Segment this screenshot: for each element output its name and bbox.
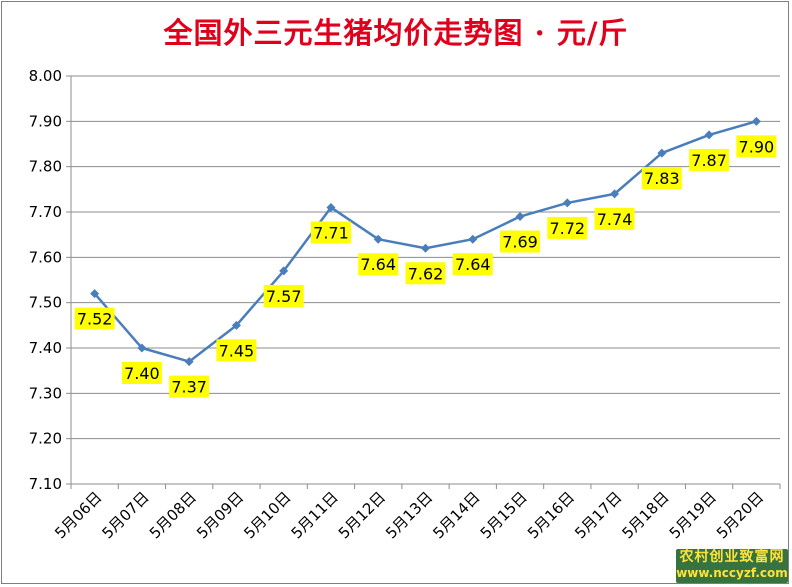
data-point-marker	[137, 343, 147, 353]
data-point-marker	[751, 116, 761, 126]
x-tick-label: 5月06日	[51, 488, 105, 542]
data-label-box	[74, 307, 115, 330]
data-point-marker	[657, 148, 667, 158]
x-tick-label: 5月12日	[335, 488, 389, 542]
data-label-box	[310, 221, 351, 244]
y-tick-label: 7.70	[29, 203, 62, 221]
data-label-box	[547, 216, 588, 239]
data-label-box	[121, 362, 162, 384]
x-tick-label: 5月15日	[477, 488, 531, 542]
data-label-box	[216, 339, 257, 362]
data-point-marker	[421, 243, 430, 253]
x-tick-label: 5月10日	[240, 488, 294, 542]
y-tick-label: 7.60	[29, 248, 62, 266]
x-tick-label: 5月11日	[288, 488, 342, 542]
data-label-box	[641, 167, 682, 190]
y-tick-label: 7.20	[29, 430, 62, 448]
data-point-marker	[326, 202, 336, 212]
data-label: 7.72	[549, 219, 585, 238]
data-point-marker	[610, 189, 620, 199]
data-label-box	[263, 284, 304, 307]
x-tick-label: 5月13日	[382, 488, 436, 542]
y-tick-label: 7.30	[29, 384, 62, 402]
y-tick-label: 7.80	[29, 158, 62, 176]
data-label-box	[452, 253, 493, 276]
x-tick-label: 5月20日	[713, 488, 767, 542]
data-label: 7.64	[360, 255, 396, 274]
data-label-box	[169, 375, 210, 398]
data-label: 7.74	[597, 210, 633, 229]
data-point-marker	[373, 234, 383, 244]
y-tick-label: 7.40	[29, 339, 62, 357]
x-tick-label: 5月09日	[193, 488, 247, 542]
data-label: 7.40	[124, 364, 160, 383]
data-point-marker	[704, 130, 714, 140]
y-tick-label: 7.90	[29, 112, 62, 130]
price-line	[93, 120, 757, 363]
data-label: 7.90	[739, 137, 775, 156]
data-label: 7.37	[171, 378, 207, 397]
data-label-box	[500, 230, 541, 253]
data-point-marker	[90, 289, 100, 299]
chart-title: 全国外三元生猪均价走势图 · 元/斤	[163, 16, 629, 50]
site-watermark: 农村创业致富网 www.nccyzf.com	[676, 549, 788, 583]
data-label-box	[689, 148, 730, 171]
x-tick-label: 5月14日	[429, 488, 483, 542]
x-tick-label: 5月08日	[146, 488, 200, 542]
data-point-marker	[515, 212, 525, 222]
y-tick-label: 7.10	[29, 475, 62, 493]
watermark-url: www.nccyzf.com	[676, 566, 788, 580]
watermark-site-name: 农村创业致富网	[679, 549, 785, 565]
data-point-marker	[468, 234, 478, 244]
data-label: 7.52	[77, 310, 113, 329]
y-tick-label: 8.00	[29, 67, 62, 85]
data-label-box	[594, 207, 635, 230]
data-label: 7.64	[455, 255, 491, 274]
x-tick-label: 5月17日	[571, 488, 625, 542]
x-tick-label: 5月07日	[99, 488, 153, 542]
x-tick-label: 5月19日	[666, 488, 720, 542]
data-label: 7.83	[644, 169, 680, 188]
data-point-marker	[231, 320, 241, 330]
data-point-marker	[279, 266, 289, 276]
data-label-box	[736, 135, 777, 158]
data-label-box	[358, 253, 399, 276]
data-label: 7.87	[691, 151, 727, 170]
data-label: 7.69	[502, 233, 538, 252]
x-tick-label: 5月16日	[524, 488, 578, 542]
data-label: 7.62	[408, 264, 444, 283]
y-tick-label: 7.50	[29, 294, 62, 312]
data-point-marker	[562, 198, 572, 208]
data-label-box	[405, 262, 446, 285]
data-label: 7.71	[313, 223, 349, 242]
data-point-marker	[184, 357, 194, 367]
x-tick-label: 5月18日	[618, 488, 672, 542]
data-label: 7.45	[219, 341, 255, 360]
data-label: 7.57	[266, 287, 302, 306]
